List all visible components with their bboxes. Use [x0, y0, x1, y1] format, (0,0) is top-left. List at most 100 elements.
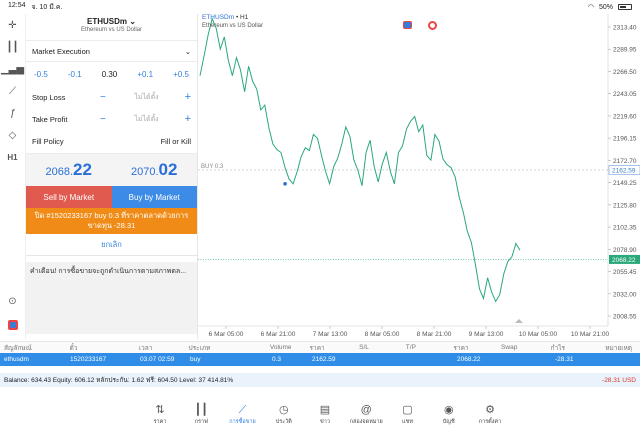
balance-row: Balance: 634.43 Equity: 606.12 หลักประกั…	[0, 373, 640, 387]
nav-item-3[interactable]: ◷ ประวัติ	[264, 402, 304, 438]
symbol-selector[interactable]: ETHUSDm ⌄ Ethereum vs US Dollar	[26, 14, 197, 40]
cell-current-price: 2068.22	[457, 356, 481, 363]
bottom-nav: ⇅ ราคา ┃┃ กราฟ ⟋ การซื้อขาย ◷ ประวัติ ▤ ข่าว @ กล่อ…	[140, 402, 510, 438]
column-header: Volume	[269, 344, 292, 351]
fill-policy-row[interactable]: Fill Policy Fill or Kill	[26, 130, 197, 154]
position-price-tag	[608, 165, 640, 175]
price-chart[interactable]: 2313.40 2289.95 2266.50 2243.05 2219.60 2196.…	[198, 14, 640, 339]
x-tick-label: 8 Mar 21:00	[417, 331, 452, 338]
y-tick-label: 2078.90	[613, 247, 637, 254]
battery-percent: 50%	[598, 3, 613, 11]
column-header: สัญลักษณ์	[4, 344, 32, 352]
stop-loss-minus-button[interactable]: −	[100, 91, 106, 103]
stop-loss-plus-button[interactable]: +	[184, 91, 191, 103]
volume-minus-0.5-button[interactable]: -0.5	[34, 69, 48, 79]
volume-input[interactable]: 0.30	[101, 69, 118, 79]
column-header: หมายเหตุ	[605, 344, 632, 352]
close-position-button[interactable]: ปิด #1520233167 buy 0.3 ที่ราคาตลาดด้วยก…	[26, 208, 197, 234]
table-row[interactable]: ethusdm 1520233167 03.07 02:59 buy 0.3 2…	[0, 353, 640, 366]
chart-icon: ┃┃	[194, 404, 208, 416]
column-header: Swap	[501, 344, 518, 351]
y-tick-label: 2125.80	[613, 202, 637, 209]
bid-price-text: 2068.22	[612, 257, 636, 264]
chart-symbol: ETHUSDm	[202, 14, 235, 21]
cell-volume: 0.3	[272, 356, 282, 363]
mailbox-icon: @	[360, 404, 372, 416]
zoom-icon[interactable]: ⊙	[8, 295, 17, 307]
symbol-name: ETHUSDm	[87, 17, 128, 26]
x-tick-label: 9 Mar 13:00	[469, 331, 504, 338]
nav-item-8[interactable]: ⚙ การตั้งค่า	[470, 402, 510, 438]
x-tick-label: 6 Mar 05:00	[209, 331, 244, 338]
y-tick-label: 2313.40	[613, 24, 637, 31]
history-icon: ◷	[278, 404, 289, 416]
y-tick-label: 2172.70	[613, 158, 637, 165]
indicator-icon[interactable]	[403, 21, 412, 29]
warning-text: คำเตือน! การซื้อขายจะถูกดำเนินการตามสภาพ…	[26, 262, 197, 334]
nav-item-0[interactable]: ⇅ ราคา	[140, 402, 180, 438]
price-display: 2068.22 2070.02	[26, 154, 197, 186]
nav-item-6[interactable]: ▢ แชท	[388, 402, 428, 438]
cell-ticket: 1520233167	[70, 356, 107, 363]
function-icon[interactable]: ƒ	[9, 107, 16, 119]
take-profit-row: Take Profit − ไม่ได้ตั้ง +	[26, 108, 197, 130]
battery-icon	[618, 4, 632, 10]
broker-flag-icon[interactable]	[0, 314, 26, 336]
cell-profit: -28.31	[555, 356, 574, 363]
position-price-text: 2162.59	[612, 167, 636, 174]
fill-policy-value: Fill or Kill	[160, 137, 191, 146]
y-tick-label: 2196.15	[613, 136, 637, 143]
timeframe-button[interactable]: H1	[7, 152, 18, 162]
indicator-ring-icon[interactable]	[428, 21, 437, 30]
indicators-icon[interactable]: ▁▃▅	[0, 63, 25, 75]
cell-symbol: ethusdm	[4, 356, 29, 363]
column-header: กำไร	[550, 344, 566, 352]
nav-item-7[interactable]: ◉ บัญชี	[429, 402, 469, 438]
chart-timeframe: H1	[240, 14, 249, 21]
take-profit-input[interactable]: ไม่ได้ตั้ง	[134, 115, 159, 123]
shapes-icon[interactable]: ◇	[8, 129, 17, 141]
cell-price: 2162.59	[312, 356, 336, 363]
nav-item-2[interactable]: ⟋ การซื้อขาย	[223, 402, 263, 438]
quotes-icon: ⇅	[155, 404, 165, 416]
nav-label: ราคา	[153, 419, 167, 425]
nav-label: บัญชี	[442, 419, 455, 425]
y-tick-label: 2008.55	[613, 313, 637, 320]
y-tick-label: 2032.00	[613, 291, 637, 298]
status-bar: 12:54 จ. 10 มี.ค. ◠ 50%	[0, 0, 640, 14]
stop-loss-input[interactable]: ไม่ได้ตั้ง	[134, 93, 159, 101]
volume-minus-0.1-button[interactable]: -0.1	[67, 69, 82, 79]
candlestick-icon[interactable]: ┃┃	[6, 41, 19, 53]
nav-item-1[interactable]: ┃┃ กราฟ	[181, 402, 221, 438]
fill-policy-label: Fill Policy	[32, 137, 64, 146]
nav-item-4[interactable]: ▤ ข่าว	[305, 402, 345, 438]
take-profit-label: Take Profit	[32, 114, 68, 124]
total-profit: -28.31 USD	[602, 376, 636, 384]
nav-label: ประวัติ	[275, 419, 292, 425]
status-date: จ. 10 มี.ค.	[31, 3, 63, 11]
trendline-icon[interactable]: ⟋	[9, 85, 16, 97]
column-header: เวลา	[138, 344, 153, 352]
nav-item-5[interactable]: @ กล่องจดหมาย	[346, 402, 386, 438]
nav-label: กราฟ	[194, 419, 208, 425]
take-profit-plus-button[interactable]: +	[184, 113, 191, 125]
execution-select[interactable]: Market Execution ⌄	[26, 40, 197, 62]
volume-plus-0.1-button[interactable]: +0.1	[137, 69, 154, 79]
chevron-down-icon: ⌄	[129, 17, 136, 26]
volume-plus-0.5-button[interactable]: +0.5	[173, 69, 189, 79]
cancel-button[interactable]: ยกเลิก	[26, 234, 197, 256]
column-header: ราคา	[309, 344, 325, 352]
chevron-down-icon: ⌄	[184, 46, 191, 56]
take-profit-minus-button[interactable]: −	[100, 113, 106, 125]
account-icon: ◉	[443, 404, 454, 416]
price-series-line	[199, 17, 521, 303]
column-header: ราคา	[453, 344, 469, 352]
scroll-marker-icon	[515, 319, 523, 323]
crosshair-icon[interactable]: ✛	[8, 19, 17, 31]
x-tick-label: 10 Mar 05:00	[519, 331, 558, 338]
sell-by-market-button[interactable]: Sell by Market	[26, 186, 112, 208]
trade-icon: ⟋	[238, 404, 247, 416]
chart-title: ETHUSDm • H1	[202, 14, 249, 21]
chart-svg: 2313.40 2289.95 2266.50 2243.05 2219.60 2196.…	[198, 14, 640, 338]
buy-by-market-button[interactable]: Buy by Market	[111, 186, 197, 208]
